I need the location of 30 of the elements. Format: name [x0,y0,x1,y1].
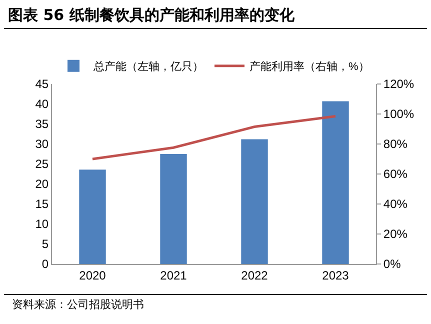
y2-tick-label: 60% [383,167,408,182]
y-tick-label: 25 [35,157,49,172]
legend-label: 产能利用率（右轴，%） [250,60,370,74]
y-tick-label: 30 [35,137,49,152]
bar [241,139,268,264]
y2-tick-label: 20% [383,227,408,242]
x-tick-label: 2020 [79,268,106,282]
y2-tick-label: 0% [383,257,402,272]
y-tick-label: 40 [35,97,49,112]
bar [79,170,106,264]
y2-tick-label: 40% [383,197,408,212]
y-tick-label: 20 [35,177,49,192]
text: 资料来源：公司招股说明书 [4,294,427,314]
line-series [91,115,337,160]
y2-tick-label: 80% [383,137,408,152]
y-tick-label: 45 [35,77,49,92]
x-tick-label: 2022 [241,268,268,282]
bar [322,101,349,264]
y-tick-label: 10 [35,217,49,232]
legend-label: 总产能（左轴，亿只） [92,60,204,74]
x-tick-label: 2021 [160,268,188,282]
y2-tick-label: 100% [383,107,414,122]
y-tick-label: 0 [42,257,49,272]
x-tick-label: 2023 [322,268,350,282]
y-tick-label: 35 [35,117,49,132]
y2-tick-label: 120% [383,77,414,92]
chart-title: 图表 56 纸制餐饮具的产能和利用率的变化 [4,0,427,29]
y-tick-label: 15 [35,197,49,212]
y-tick-label: 5 [42,237,49,252]
bar [160,154,187,264]
